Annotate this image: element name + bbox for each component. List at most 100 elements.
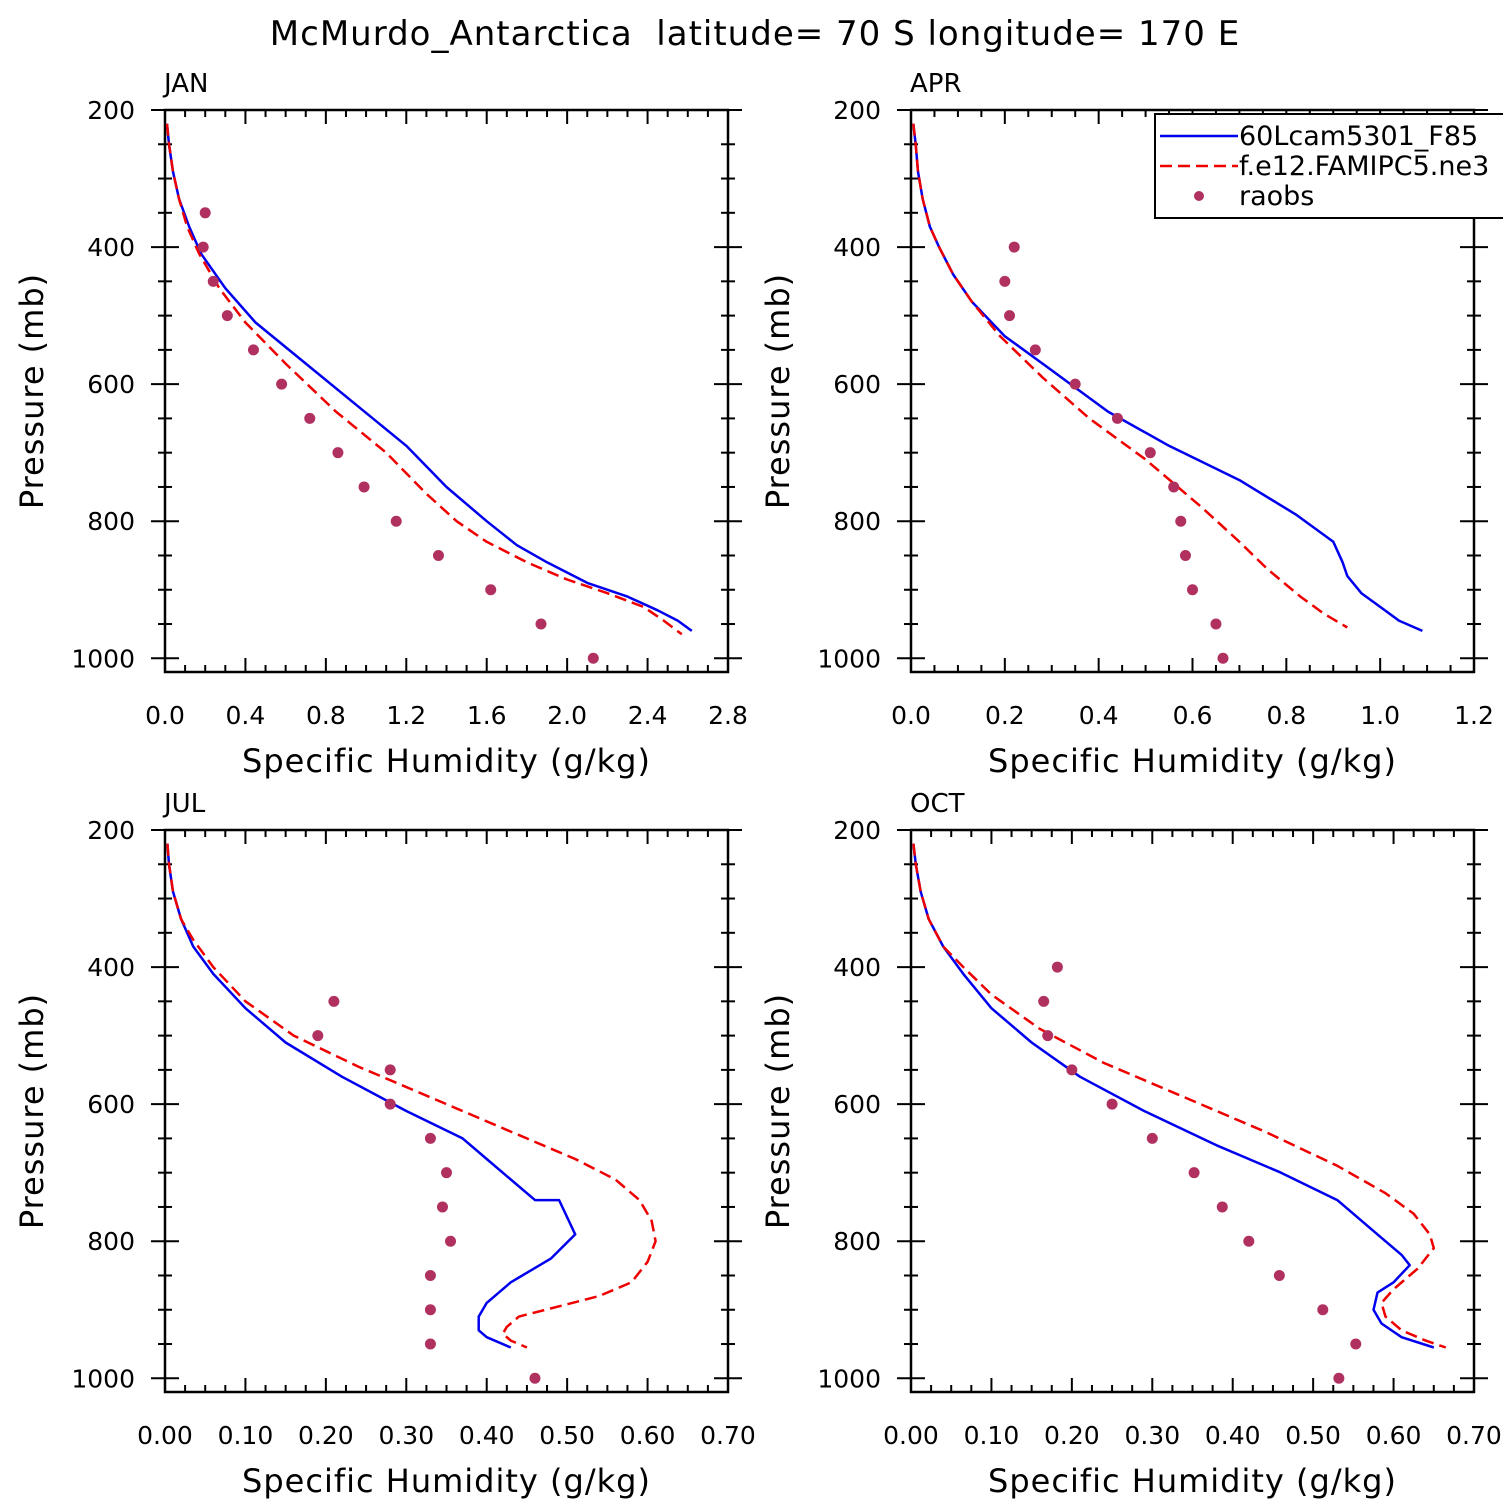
raobs-point <box>424 1304 436 1316</box>
raobs-point <box>247 344 259 356</box>
raobs-point <box>436 1201 448 1213</box>
x-tick-label: 0.50 <box>539 1421 595 1450</box>
raobs-point <box>1144 447 1156 459</box>
y-tick-label: 200 <box>833 96 881 125</box>
x-tick-label: 2.4 <box>628 701 668 730</box>
raobs-point <box>1146 1132 1158 1144</box>
series-line-f-e12-famipc5-ne3 <box>166 843 657 1349</box>
y-tick-label: 800 <box>833 507 881 536</box>
series-line-f-e12-famipc5-ne3 <box>912 843 1447 1349</box>
x-tick-label: 0.4 <box>226 701 266 730</box>
series-line-60lcam5301-f85 <box>165 123 693 632</box>
y-tick-label: 600 <box>87 1090 135 1119</box>
raobs-point <box>384 1098 396 1110</box>
raobs-point <box>999 275 1011 287</box>
raobs-point <box>384 1064 396 1076</box>
raobs-point <box>1188 1167 1200 1179</box>
panel-jan: JAN 0.0 0.4 0.8 1.2 1.6 2.0 2.4 2.8 200 400 600 800 1… <box>13 69 748 780</box>
raobs-point <box>1051 961 1063 973</box>
legend-marker-dot <box>1194 191 1204 201</box>
y-axis-title: Pressure (mb) <box>759 273 797 509</box>
y-tick-label: 200 <box>833 816 881 845</box>
raobs-point <box>390 515 402 527</box>
raobs-point <box>424 1338 436 1350</box>
x-tick-label: 0.30 <box>1124 1421 1180 1450</box>
x-tick-label: 0.40 <box>1205 1421 1261 1450</box>
plot-frame <box>909 828 1476 1394</box>
x-tick-label: 0.0 <box>145 701 185 730</box>
panel-label-apr: APR <box>910 69 962 99</box>
y-tick-label: 200 <box>87 816 135 845</box>
x-tick-label: 0.50 <box>1285 1421 1341 1450</box>
raobs-point <box>1008 241 1020 253</box>
x-tick-label: 0.00 <box>883 1421 939 1450</box>
x-tick-label: 0.20 <box>298 1421 354 1450</box>
x-tick-label: 0.30 <box>378 1421 434 1450</box>
raobs-point <box>1333 1372 1345 1384</box>
panel-oct: OCT 0.00 0.10 0.20 0.30 0.40 0.50 0.60 0.70 200 40… <box>759 789 1502 1500</box>
panel-label-oct: OCT <box>910 789 965 819</box>
raobs-point <box>432 549 444 561</box>
y-tick-label: 600 <box>87 370 135 399</box>
raobs-point <box>358 481 370 493</box>
raobs-point <box>424 1132 436 1144</box>
figure-title: McMurdo_Antarctica latitude= 70 S longit… <box>270 14 1240 54</box>
series-line-f-e12-famipc5-ne3 <box>165 123 683 636</box>
y-tick-label: 400 <box>87 233 135 262</box>
x-tick-label: 2.0 <box>547 701 587 730</box>
raobs-point <box>1106 1098 1118 1110</box>
legend-frame <box>1154 113 1503 219</box>
raobs-point <box>587 652 599 664</box>
y-tick-label: 600 <box>833 370 881 399</box>
legend-label: 60Lcam5301_F85 <box>1239 121 1478 152</box>
y-tick-label: 1000 <box>817 644 881 673</box>
y-tick-label: 800 <box>87 507 135 536</box>
x-tick-label: 1.2 <box>386 701 426 730</box>
raobs-point <box>1042 1030 1054 1042</box>
y-tick-label: 1000 <box>817 1364 881 1393</box>
panels: JAN 0.0 0.4 0.8 1.2 1.6 2.0 2.4 2.8 200 400 600 800 1… <box>13 69 1502 1500</box>
raobs-point <box>1004 310 1016 322</box>
raobs-point <box>1168 481 1180 493</box>
y-tick-label: 200 <box>87 96 135 125</box>
plot-frame <box>163 108 730 674</box>
raobs-point <box>312 1030 324 1042</box>
x-axis-title: Specific Humidity (g/kg) <box>988 1462 1397 1500</box>
y-tick-label: 600 <box>833 1090 881 1119</box>
x-tick-label: 1.2 <box>1454 701 1494 730</box>
raobs-point <box>1217 652 1229 664</box>
y-tick-label: 400 <box>87 953 135 982</box>
x-tick-label: 0.70 <box>700 1421 756 1450</box>
y-tick-label: 1000 <box>71 644 135 673</box>
raobs-point <box>1069 378 1081 390</box>
raobs-point <box>221 310 233 322</box>
raobs-point <box>199 207 211 219</box>
x-axis-title: Specific Humidity (g/kg) <box>988 742 1397 780</box>
x-tick-label: 0.10 <box>964 1421 1020 1450</box>
y-axis-title: Pressure (mb) <box>13 273 51 509</box>
x-tick-label: 0.8 <box>306 701 346 730</box>
raobs-point <box>1317 1304 1329 1316</box>
x-tick-label: 2.8 <box>708 701 748 730</box>
x-tick-label: 1.6 <box>467 701 507 730</box>
raobs-point <box>441 1167 452 1179</box>
x-axis-title: Specific Humidity (g/kg) <box>242 742 651 780</box>
raobs-point <box>1350 1338 1362 1350</box>
x-tick-label: 1.0 <box>1360 701 1400 730</box>
y-tick-label: 400 <box>833 233 881 262</box>
raobs-point <box>1210 618 1222 630</box>
series-line-f-e12-famipc5-ne3 <box>912 123 1348 629</box>
series-line-60lcam5301-f85 <box>912 843 1435 1349</box>
legend-label: raobs <box>1239 181 1314 212</box>
raobs-point <box>424 1269 436 1281</box>
raobs-point <box>1175 515 1187 527</box>
raobs-point <box>1243 1235 1255 1247</box>
raobs-point <box>304 412 316 424</box>
y-axis-title: Pressure (mb) <box>759 993 797 1229</box>
series-line-60lcam5301-f85 <box>166 843 577 1349</box>
x-tick-label: 0.4 <box>1079 701 1119 730</box>
x-tick-label: 0.2 <box>985 701 1025 730</box>
panel-label-jan: JAN <box>162 69 208 99</box>
